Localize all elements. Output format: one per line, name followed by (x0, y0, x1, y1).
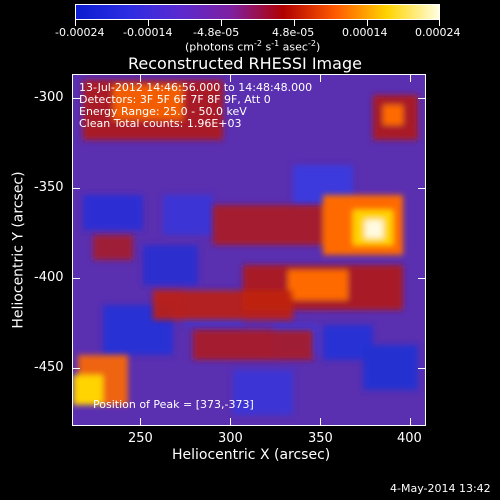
y-tick-label: -300 (34, 90, 64, 105)
colorbar-tick-label: 0.00024 (415, 26, 461, 39)
colorbar-gradient (76, 5, 439, 19)
overlay-line-time: 13-Jul-2012 14:46:56.000 to 14:48:48.000 (79, 81, 313, 94)
colorbar-tick-label: -0.00014 (123, 26, 173, 39)
footer-timestamp: 4-May-2014 13:42 (390, 482, 491, 495)
overlay-line-detectors: Detectors: 3F 5F 6F 7F 8F 9F, Att 0 (79, 93, 271, 106)
x-axis-label: Heliocentric X (arcsec) (172, 447, 331, 463)
y-tick-marks (72, 74, 426, 426)
overlay-line-clean: Clean Total counts: 1.96E+03 (79, 117, 242, 130)
colorbar-ticks (75, 20, 440, 26)
y-tick-label: -350 (34, 180, 64, 195)
y-tick-label: -400 (34, 270, 64, 285)
x-tick-label: 300 (218, 431, 243, 446)
x-tick-marks (72, 74, 426, 426)
y-tick-label: -450 (34, 360, 64, 375)
x-tick-label: 250 (128, 431, 153, 446)
colorbar-tick-label: 4.8e-05 (272, 26, 315, 39)
colorbar (75, 4, 440, 20)
colorbar-tick-label: -4.8e-05 (193, 26, 240, 39)
rhessi-image-frame: 13-Jul-2012 14:46:56.000 to 14:48:48.000… (72, 74, 426, 426)
colorbar-tick-label: 0.00014 (342, 26, 388, 39)
y-axis-label: Heliocentric Y (arcsec) (10, 171, 27, 329)
rhessi-image (73, 75, 425, 425)
colorbar-tick-label: -0.00024 (55, 26, 105, 39)
colorbar-units: (photons cm-2 s-1 asec-2) (185, 39, 321, 54)
x-tick-label: 350 (308, 431, 333, 446)
image-overlay-info: 13-Jul-2012 14:46:56.000 to 14:48:48.000… (79, 82, 312, 130)
overlay-line-energy: Energy Range: 25.0 - 50.0 keV (79, 105, 247, 118)
image-title: Reconstructed RHESSI Image (128, 54, 362, 73)
peak-position-text: Position of Peak = [373,-373] (93, 398, 254, 411)
x-tick-label: 400 (397, 431, 422, 446)
